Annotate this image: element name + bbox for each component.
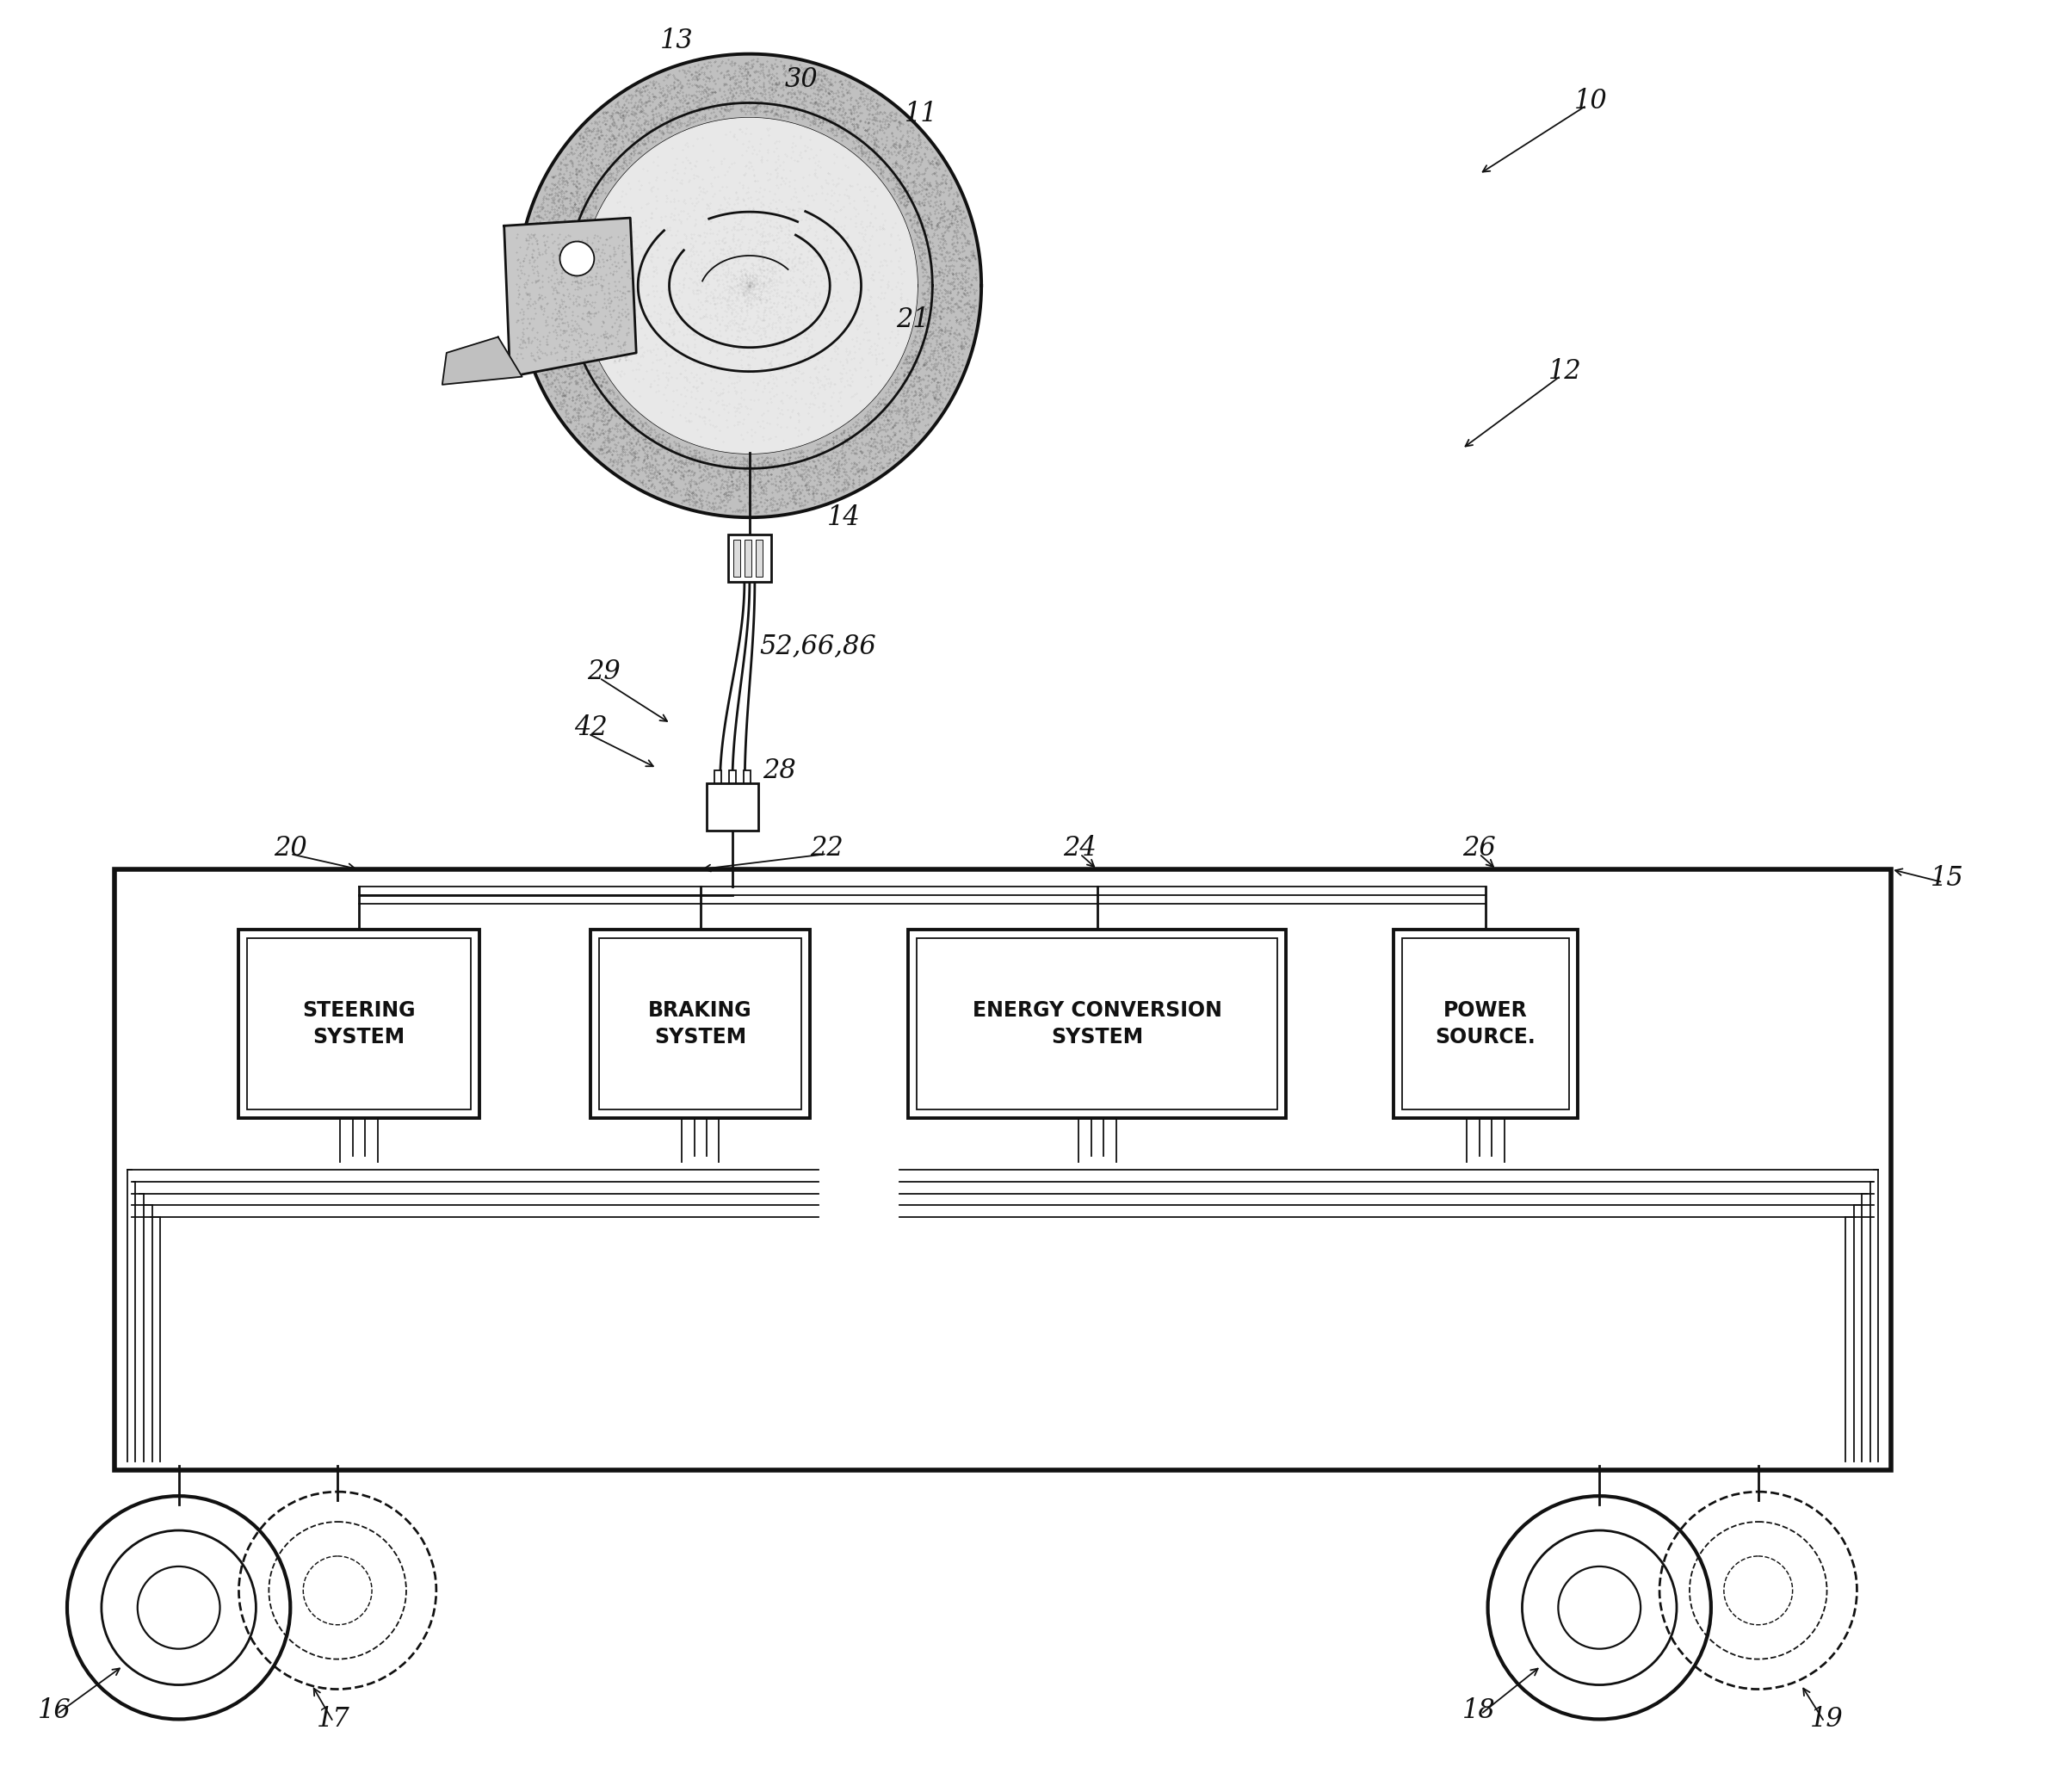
Text: 16: 16: [37, 1697, 70, 1724]
Bar: [114, 869, 1891, 1469]
Text: 17: 17: [316, 1706, 351, 1733]
Text: 29: 29: [586, 659, 621, 685]
Bar: [590, 930, 809, 1118]
Text: 22: 22: [811, 835, 844, 862]
Text: ENERGY CONVERSION
SYSTEM: ENERGY CONVERSION SYSTEM: [972, 1000, 1222, 1048]
Text: 19: 19: [1810, 1706, 1843, 1733]
Text: 14: 14: [828, 504, 861, 530]
Text: 11: 11: [904, 100, 937, 127]
Bar: [706, 783, 757, 831]
Bar: [729, 534, 772, 582]
Bar: [714, 771, 722, 783]
Bar: [1401, 937, 1569, 1109]
Circle shape: [582, 118, 916, 453]
Bar: [239, 930, 479, 1118]
Text: 18: 18: [1463, 1697, 1496, 1724]
Bar: [599, 937, 801, 1109]
Bar: [1393, 930, 1579, 1118]
Bar: [248, 937, 471, 1109]
Text: BRAKING
SYSTEM: BRAKING SYSTEM: [648, 1000, 751, 1048]
Bar: [745, 539, 751, 577]
Text: 20: 20: [275, 835, 308, 862]
Text: 15: 15: [1930, 864, 1963, 891]
Text: POWER
SOURCE.: POWER SOURCE.: [1434, 1000, 1536, 1048]
Bar: [916, 937, 1278, 1109]
Text: 30: 30: [784, 66, 817, 93]
Text: STEERING
SYSTEM: STEERING SYSTEM: [303, 1000, 415, 1048]
Text: 28: 28: [764, 758, 797, 785]
Text: 24: 24: [1063, 835, 1096, 862]
Text: 42: 42: [574, 715, 607, 742]
Text: 12: 12: [1548, 358, 1581, 385]
Text: 21: 21: [896, 306, 929, 333]
Text: 52,66,86: 52,66,86: [760, 633, 877, 659]
Text: 10: 10: [1575, 88, 1608, 115]
Polygon shape: [504, 219, 636, 376]
Bar: [743, 771, 751, 783]
Text: 26: 26: [1463, 835, 1496, 862]
Text: 13: 13: [660, 27, 694, 54]
Bar: [729, 771, 737, 783]
Circle shape: [559, 242, 594, 276]
Bar: [733, 539, 741, 577]
Bar: [908, 930, 1286, 1118]
Polygon shape: [518, 54, 980, 518]
Bar: [755, 539, 762, 577]
Polygon shape: [442, 337, 522, 385]
